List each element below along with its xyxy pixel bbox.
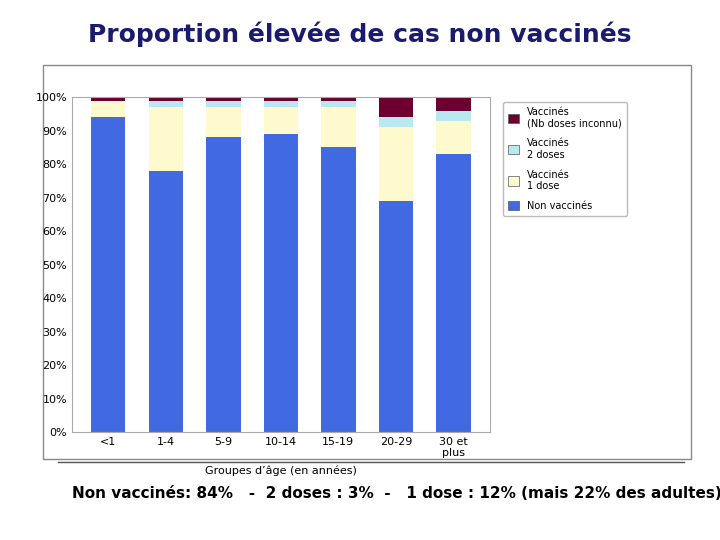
Text: Non vaccinés: 84%   -  2 doses : 3%  -   1 dose : 12% (mais 22% des adultes): Non vaccinés: 84% - 2 doses : 3% - 1 dos… <box>72 486 720 501</box>
Bar <box>379 201 413 432</box>
Bar <box>264 100 298 107</box>
Bar <box>206 100 240 107</box>
Bar <box>91 117 125 432</box>
Bar <box>264 107 298 134</box>
Bar <box>264 134 298 432</box>
Bar <box>148 171 183 432</box>
Bar <box>206 107 240 137</box>
Bar <box>91 100 125 117</box>
Text: Proportion élevée de cas non vaccinés: Proportion élevée de cas non vaccinés <box>89 22 631 47</box>
Bar <box>436 111 471 120</box>
Bar <box>321 107 356 147</box>
Bar <box>321 100 356 107</box>
Bar <box>206 137 240 432</box>
Bar <box>91 97 125 100</box>
Bar <box>379 97 413 117</box>
Legend: Vaccinés
(Nb doses inconnu), Vaccinés
2 doses, Vaccinés
1 dose, Non vaccinés: Vaccinés (Nb doses inconnu), Vaccinés 2 … <box>503 102 626 216</box>
Bar <box>436 154 471 432</box>
X-axis label: Groupes d’âge (en années): Groupes d’âge (en années) <box>205 465 356 476</box>
Bar <box>321 147 356 432</box>
Bar <box>148 107 183 171</box>
Bar <box>436 120 471 154</box>
Bar <box>148 97 183 100</box>
Bar <box>379 127 413 201</box>
Bar <box>206 97 240 100</box>
Bar <box>321 97 356 100</box>
Bar <box>264 97 298 100</box>
Bar <box>379 117 413 127</box>
Bar <box>436 97 471 111</box>
Bar <box>148 100 183 107</box>
